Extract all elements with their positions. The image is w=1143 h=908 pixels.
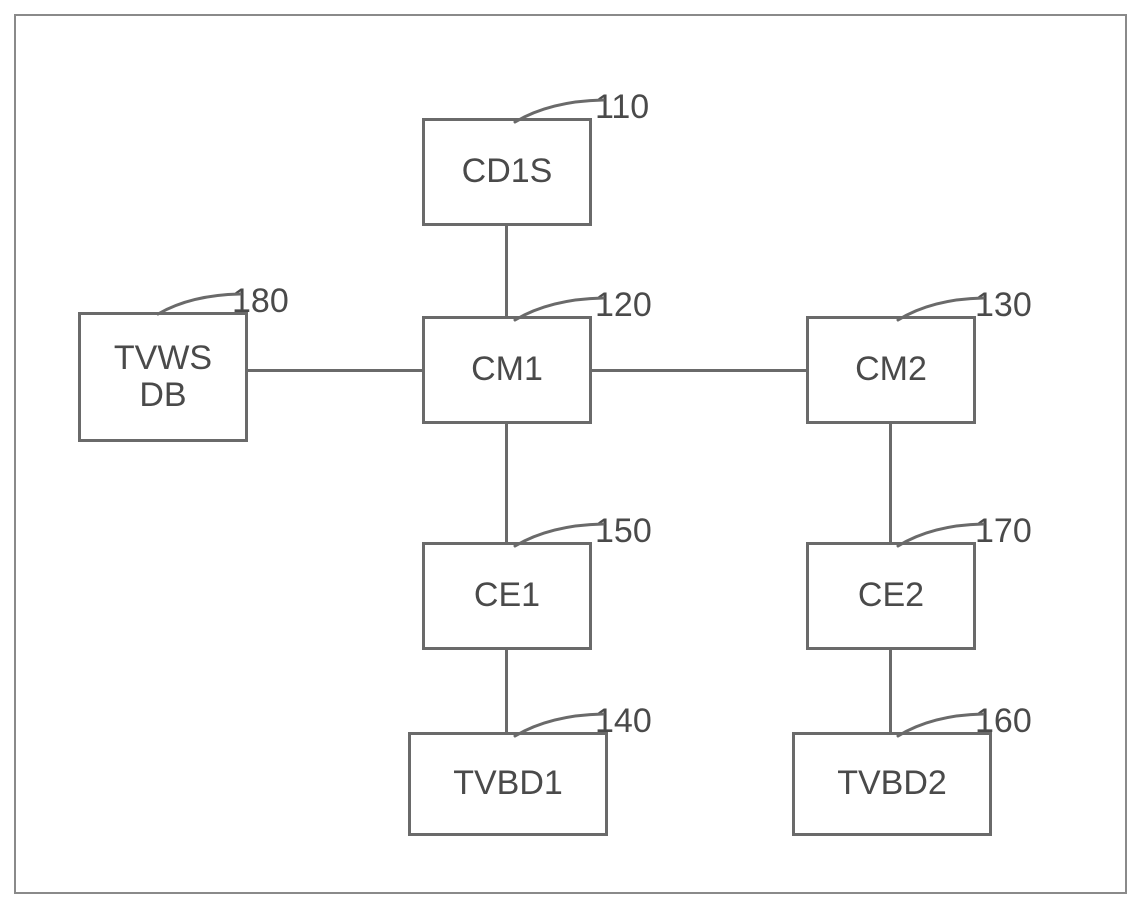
edge-ce2-tvbd2 (889, 650, 892, 732)
node-tvbd1: TVBD1 (408, 732, 608, 836)
leader-tvbd2 (894, 710, 987, 740)
edge-cm2-ce2 (889, 424, 892, 542)
node-tvwsdb: TVWS DB (78, 312, 248, 442)
leader-tvwsdb (154, 290, 244, 318)
leader-tvbd1 (511, 710, 607, 740)
node-ce1: CE1 (422, 542, 592, 650)
node-tvbd2: TVBD2 (792, 732, 992, 836)
edge-cm1-cm2 (592, 369, 806, 372)
leader-cm1 (511, 294, 607, 324)
leader-cm2 (894, 294, 987, 324)
edge-cd1s-cm1 (505, 226, 508, 316)
node-cd1s: CD1S (422, 118, 592, 226)
leader-ce1 (511, 520, 607, 550)
edge-ce1-tvbd1 (505, 650, 508, 732)
node-cm1: CM1 (422, 316, 592, 424)
leader-cd1s (511, 96, 607, 126)
leader-ce2 (894, 520, 987, 550)
node-cm2: CM2 (806, 316, 976, 424)
edge-tvwsdb-cm1 (248, 369, 422, 372)
edge-cm1-ce1 (505, 424, 508, 542)
node-ce2: CE2 (806, 542, 976, 650)
